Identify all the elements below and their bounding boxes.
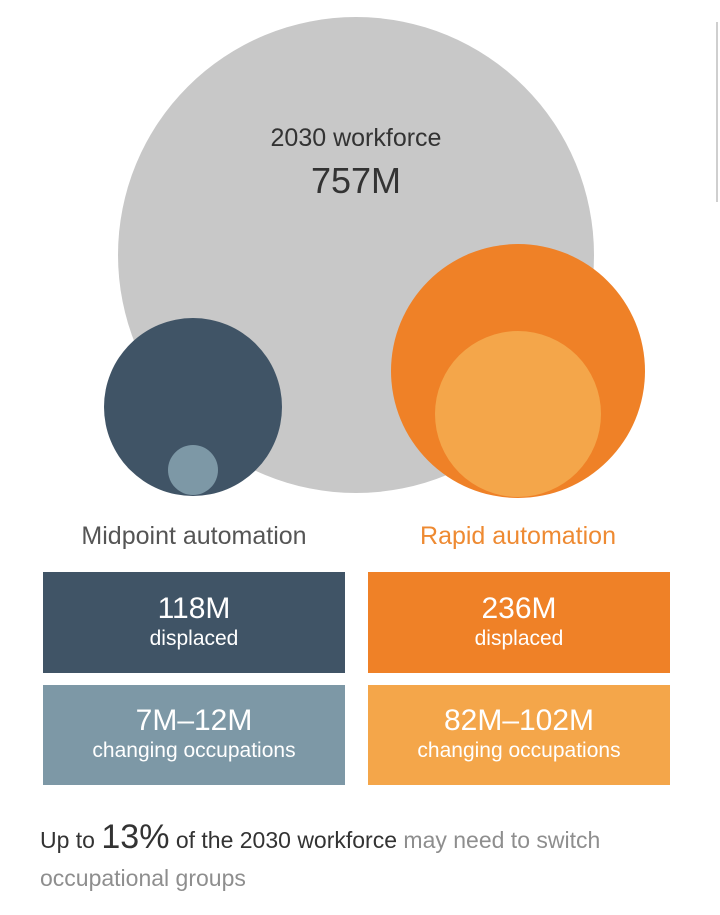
midpoint-changing-value: 7M–12M <box>135 704 253 737</box>
rapid-displaced-label: displaced <box>474 627 564 650</box>
rapid-changing-label: changing occupations <box>417 739 621 762</box>
footer-text-workforce: of the 2030 workforce <box>169 827 398 853</box>
footer-percentage: 13% <box>101 818 170 856</box>
midpoint-displaced-value: 118M <box>157 592 231 625</box>
rapid-displaced-value: 236M <box>481 592 557 625</box>
midpoint-displaced-box: 118M displaced <box>43 572 345 673</box>
rapid-changing-value: 82M–102M <box>443 704 595 737</box>
midpoint-displaced-circle <box>104 318 282 496</box>
rapid-changing-circle <box>435 331 601 497</box>
divider-rule <box>716 22 718 202</box>
workforce-label: 2030 workforce <box>271 124 442 152</box>
midpoint-displaced-label: displaced <box>149 627 239 650</box>
rapid-scenario-label: Rapid automation <box>420 522 616 550</box>
footer-text-lead: Up to <box>40 827 102 853</box>
rapid-displaced-box: 236M displaced <box>368 572 670 673</box>
footer-text-muted: may need to switch occupational groups <box>40 827 601 891</box>
footer-statement: Up to 13% of the 2030 workforce may need… <box>40 818 660 897</box>
workforce-bubble-diagram: 2030 workforce 757M <box>104 17 645 498</box>
midpoint-changing-label: changing occupations <box>92 739 296 762</box>
workforce-value: 757M <box>311 160 401 201</box>
rapid-changing-box: 82M–102M changing occupations <box>368 685 670 785</box>
midpoint-scenario-label: Midpoint automation <box>81 522 307 550</box>
midpoint-changing-circle <box>168 445 218 495</box>
midpoint-changing-box: 7M–12M changing occupations <box>43 685 345 785</box>
